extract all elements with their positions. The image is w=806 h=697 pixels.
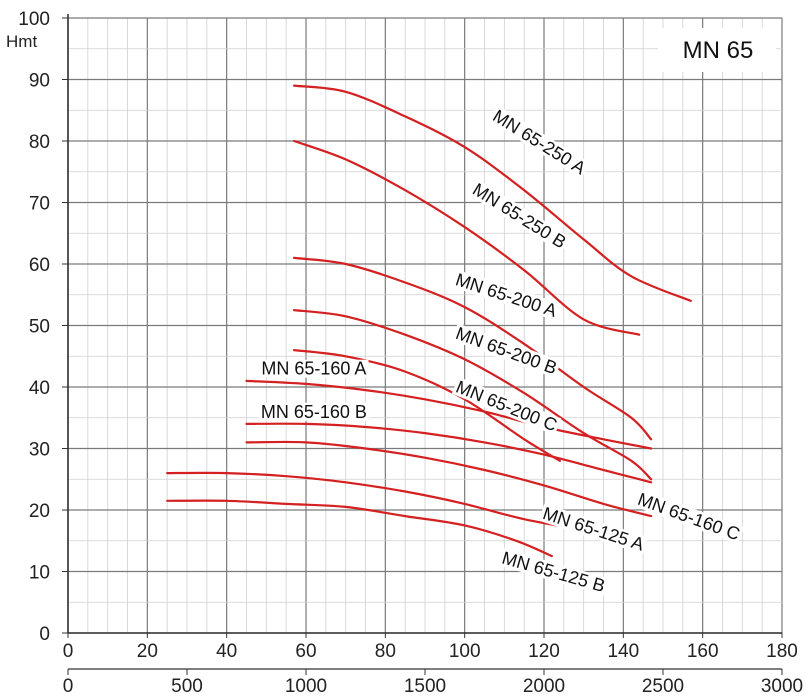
curve-label-background [451, 376, 562, 436]
axes [62, 14, 783, 675]
series-line [245, 379, 653, 450]
curve-label: MN 65-160 B [261, 402, 367, 422]
y-tick-label: 30 [29, 440, 50, 461]
series-line [166, 499, 553, 558]
series-lines [166, 84, 692, 558]
x-tick-label: 120 [528, 641, 560, 662]
curve-label: MN 65-160 A [261, 359, 366, 379]
curve-labels: MN 65-250 AMN 65-250 BMN 65-200 AMN 65-2… [258, 105, 745, 596]
x-tick-label: 100 [449, 641, 481, 662]
series-line [293, 256, 653, 441]
y-tick-label: 20 [29, 501, 50, 522]
series-line [245, 440, 653, 518]
curve-label-background [538, 503, 649, 555]
curve-label: MN 65-200 A [453, 269, 559, 320]
series-line [245, 422, 653, 484]
curve-label-group: MN 65-160 A [259, 359, 369, 379]
x-tick-label: 160 [687, 641, 719, 662]
series-line [166, 471, 593, 533]
curve-label-background [259, 359, 369, 378]
y-tick-label: 60 [29, 255, 50, 276]
series-line [293, 84, 692, 302]
y-tick-label: 80 [29, 132, 50, 153]
x-tick-label: 80 [375, 641, 396, 662]
x2-tick-label: 3000 [761, 676, 803, 697]
y-tick-label: 50 [29, 317, 50, 338]
x-tick-label: 20 [137, 641, 158, 662]
curve-label-group: MN 65-200 A [451, 269, 561, 321]
curve-label-background [451, 269, 561, 321]
curve-label-background [451, 323, 562, 378]
y-tick-label: 70 [29, 194, 50, 215]
x2-tick-label: 500 [171, 676, 203, 697]
curve-label-background [498, 548, 610, 596]
series-line [293, 309, 653, 481]
x-tick-label: 60 [295, 641, 316, 662]
y-tick-label: 100 [18, 9, 50, 30]
series-line [293, 139, 641, 336]
x-tick-label: 140 [607, 641, 639, 662]
y-tick-label: 40 [29, 378, 50, 399]
x2-tick-label: 1500 [404, 676, 446, 697]
curve-label-group: MN 65-160 B [258, 402, 369, 422]
x2-tick-label: 0 [63, 676, 74, 697]
curve-label-background [488, 105, 591, 179]
x2-tick-label: 2000 [523, 676, 565, 697]
x-tick-label: 0 [63, 641, 74, 662]
curve-label-background [467, 179, 571, 253]
grid [67, 17, 783, 634]
x-tick-label: 40 [216, 641, 237, 662]
y-tick-label: 90 [29, 71, 50, 92]
curve-label-background [258, 402, 369, 421]
curve-label-group: MN 65-250 A [488, 105, 591, 179]
y-tick-label: 10 [29, 563, 50, 584]
x2-tick-label: 2500 [642, 676, 684, 697]
chart-title-box: MN 65 [658, 28, 776, 72]
y-tick-label: 0 [39, 624, 50, 645]
x2-tick-label: 1000 [285, 676, 327, 697]
curve-label-background [633, 489, 745, 545]
series-line [293, 349, 561, 462]
chart-title: MN 65 [683, 37, 754, 64]
x-tick-label: 180 [766, 641, 798, 662]
y-axis-unit-label: Hmt [6, 32, 37, 51]
